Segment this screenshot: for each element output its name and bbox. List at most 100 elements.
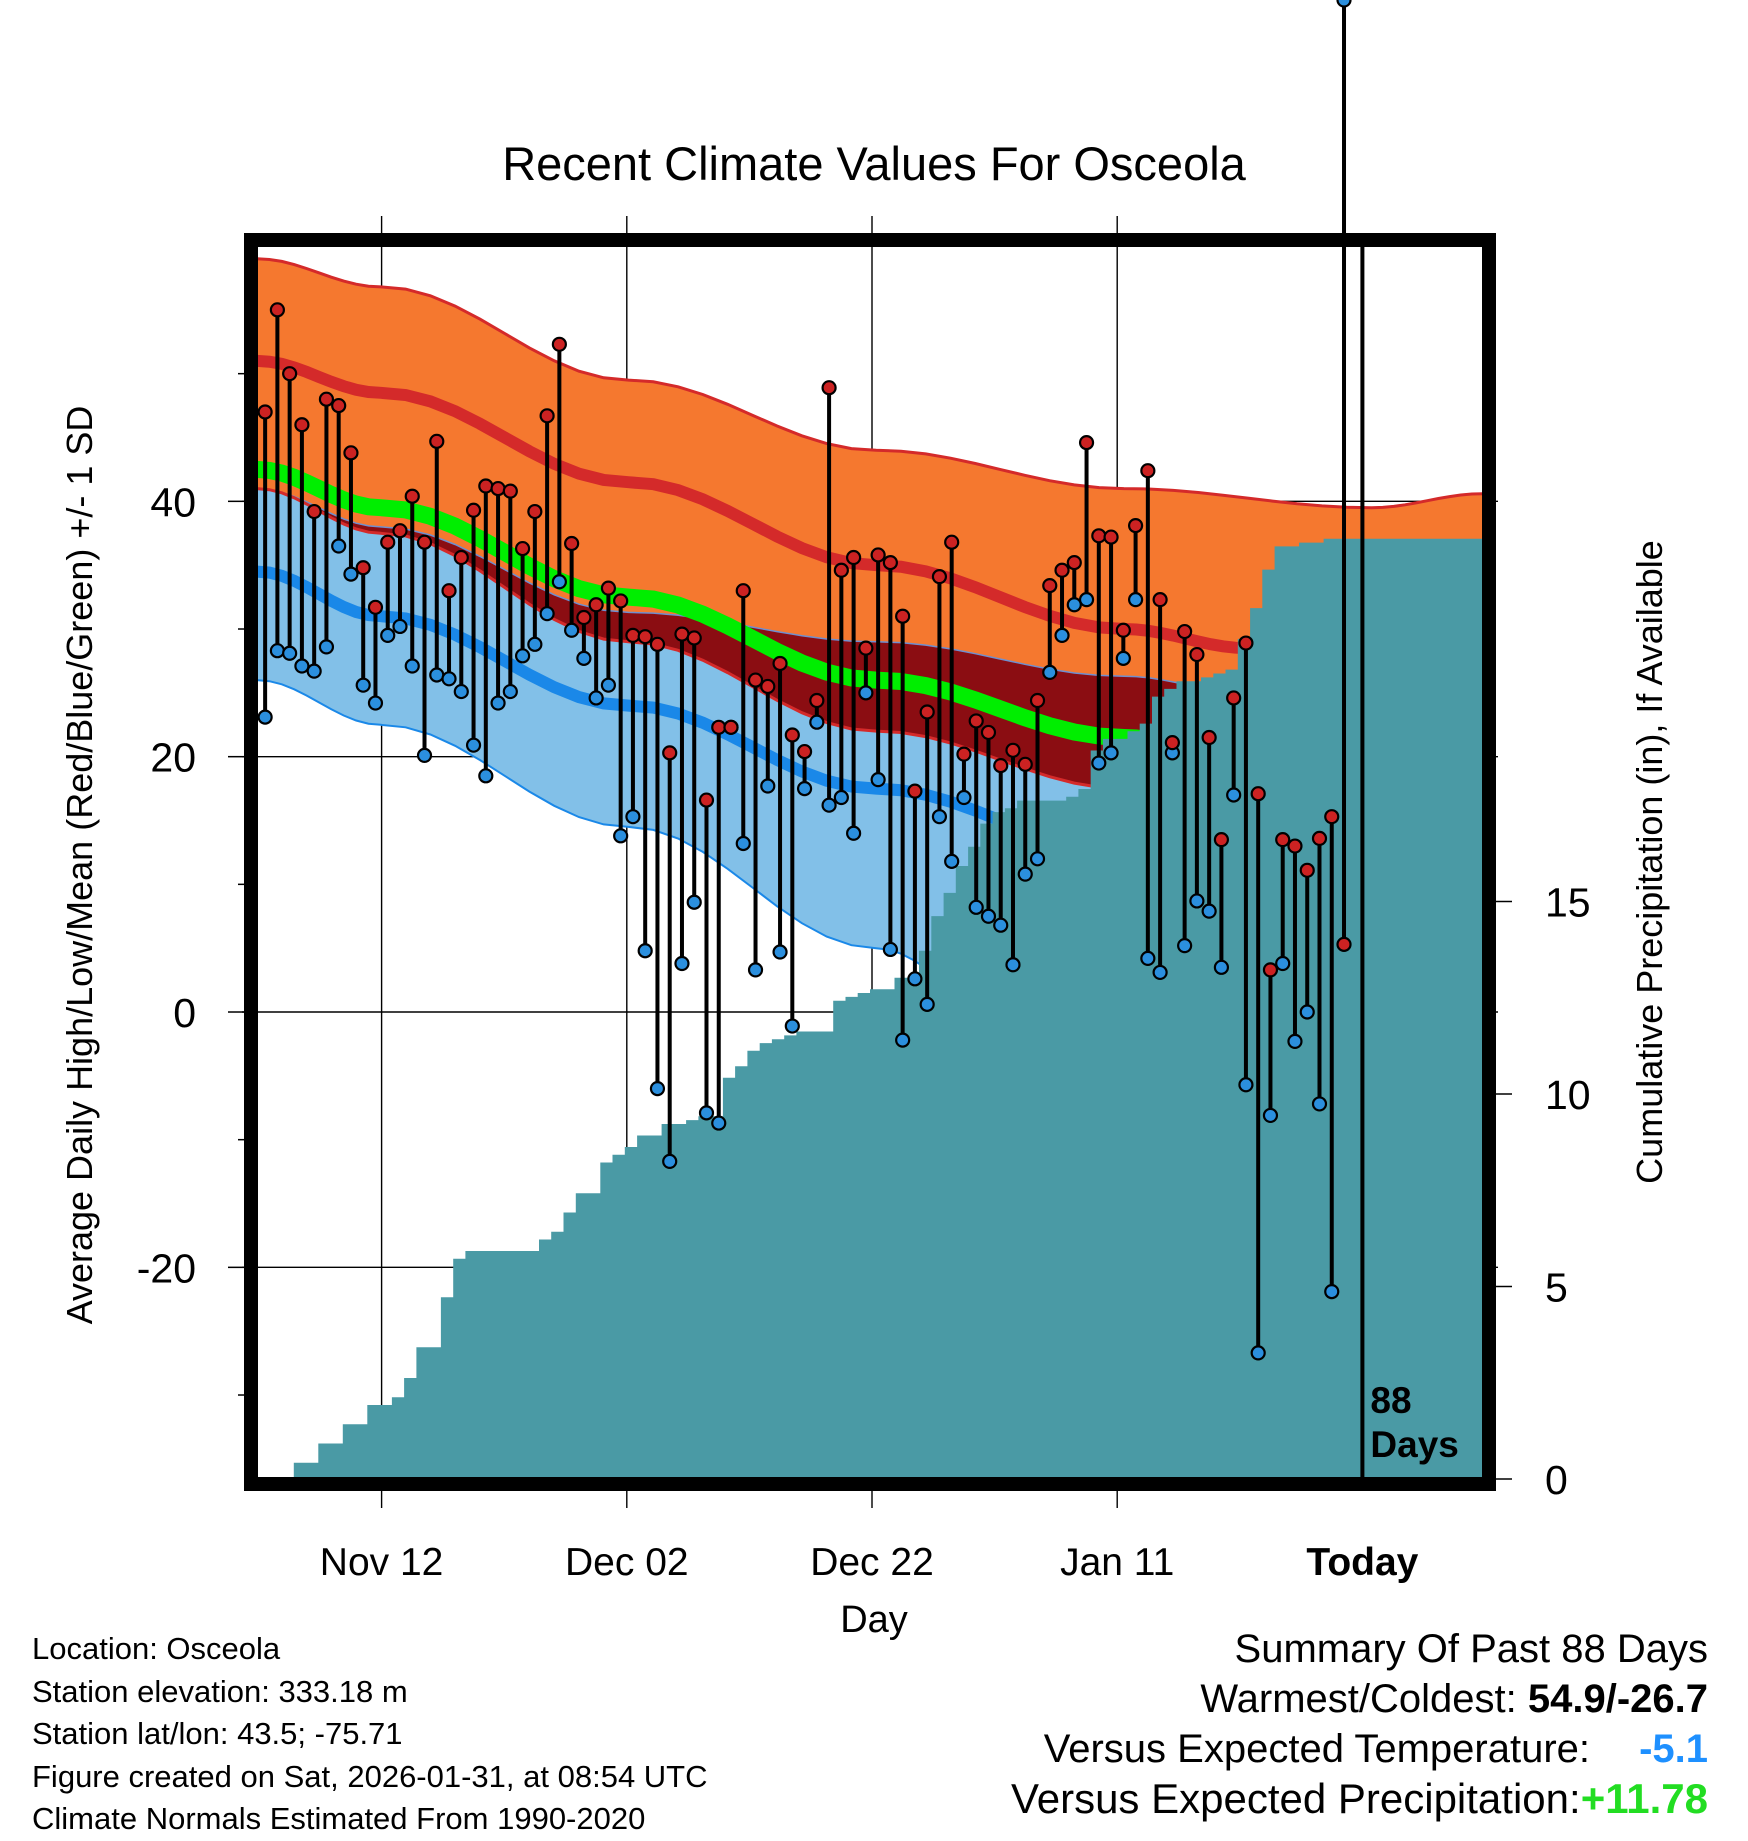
low-dot — [809, 714, 825, 730]
y2-tick-label: 10 — [1545, 1072, 1591, 1118]
summary-title: Summary Of Past 88 Days — [1234, 1627, 1708, 1671]
low-dot — [502, 683, 518, 700]
precip-versus-value: +11.78 — [1580, 1775, 1708, 1822]
high-dot — [478, 478, 494, 494]
low-dot — [465, 737, 482, 753]
high-dot — [1201, 729, 1217, 746]
precipitation-fill — [257, 538, 1483, 1482]
high-dot — [796, 743, 813, 760]
low-dot — [1213, 959, 1230, 975]
low-dot — [882, 941, 898, 958]
high-dot — [1103, 529, 1119, 545]
low-dot — [600, 677, 617, 693]
high-dot — [539, 408, 555, 424]
low-dot — [527, 636, 543, 652]
low-dot — [674, 955, 690, 972]
low-dot — [919, 996, 935, 1012]
high-dot — [269, 302, 285, 318]
low-dot — [1042, 664, 1058, 681]
precipitation-area — [257, 538, 1483, 1482]
low-dot — [796, 780, 813, 797]
high-dot — [662, 745, 678, 761]
low-dot — [478, 768, 494, 784]
low-dot — [1017, 866, 1033, 882]
low-dot — [821, 797, 837, 813]
low-dot — [1262, 1107, 1279, 1124]
high-dot — [490, 480, 506, 497]
days-word-label: Days — [1370, 1424, 1458, 1465]
low-dot — [331, 538, 347, 554]
high-dot — [735, 583, 751, 599]
temp-versus-value: -5.1 — [1639, 1727, 1708, 1771]
low-dot — [649, 1081, 666, 1097]
low-dot — [1066, 597, 1082, 613]
low-dot — [625, 809, 641, 825]
high-dot — [846, 549, 862, 566]
low-dot — [1029, 851, 1046, 867]
high-dot — [870, 547, 886, 563]
station-info: Location: Osceola Station elevation: 333… — [32, 1628, 708, 1841]
high-dot — [404, 488, 420, 504]
high-dot — [600, 580, 617, 596]
low-dot — [613, 828, 629, 844]
low-dot — [355, 677, 371, 693]
high-dot — [355, 560, 371, 576]
low-dot — [318, 639, 335, 655]
daily-range-stems — [263, 0, 1347, 1353]
high-dot — [686, 630, 702, 646]
high-dot — [919, 704, 935, 720]
high-dot — [1336, 936, 1352, 952]
high-dot — [257, 404, 273, 420]
high-dot — [907, 783, 923, 799]
temp-versus-label: Versus Expected Temperature: — [1043, 1727, 1590, 1771]
high-dot — [551, 336, 567, 352]
low-dot — [931, 809, 948, 825]
high-dot — [674, 626, 690, 642]
low-dot — [404, 658, 420, 674]
high-dot — [1042, 577, 1058, 594]
normals-text: Climate Normals Estimated From 1990-2020 — [32, 1801, 646, 1836]
y-tick-label: -20 — [137, 1245, 196, 1291]
chart-title: Recent Climate Values For Osceola — [502, 137, 1246, 190]
high-dot — [858, 640, 874, 656]
precip-versus-row: Versus Expected Precipitation:+11.78 — [1011, 1774, 1708, 1824]
low-dot — [1005, 957, 1021, 973]
x-tick-label: Dec 22 — [810, 1541, 934, 1584]
high-dot — [931, 569, 948, 585]
low-dot — [1152, 964, 1168, 981]
low-dot — [1103, 745, 1119, 761]
high-dot — [1226, 690, 1242, 706]
high-dot — [625, 627, 641, 643]
high-dot — [1054, 562, 1070, 578]
high-dot — [1164, 735, 1180, 751]
low-dot — [968, 899, 984, 915]
low-dot — [944, 853, 960, 869]
high-dot — [613, 593, 629, 609]
low-dot — [784, 1018, 800, 1034]
x-tick-label: Nov 12 — [320, 1541, 444, 1584]
high-dot — [1115, 622, 1131, 638]
summary-panel: Summary Of Past 88 Days Warmest/Coldest:… — [1011, 1624, 1708, 1824]
low-dot — [1115, 650, 1131, 666]
low-dot — [490, 695, 506, 711]
high-dot — [294, 417, 310, 433]
location-text: Location: Osceola — [32, 1631, 281, 1666]
high-dot — [1262, 962, 1279, 978]
high-dot — [821, 380, 837, 396]
high-dot — [956, 746, 972, 762]
low-dot — [269, 643, 285, 659]
high-dot — [1177, 623, 1193, 640]
low-dot — [1127, 592, 1144, 608]
y2-tick-label: 0 — [1545, 1457, 1568, 1503]
low-dot — [1250, 1345, 1266, 1361]
high-dot — [282, 366, 298, 382]
high-dot — [465, 502, 482, 518]
high-dot — [1029, 692, 1046, 709]
high-dot — [711, 719, 727, 735]
low-dot — [1226, 787, 1242, 803]
x-tick-label: Today — [1306, 1541, 1418, 1584]
x-tick-label: Jan 11 — [1060, 1541, 1174, 1584]
low-dot — [343, 566, 359, 582]
